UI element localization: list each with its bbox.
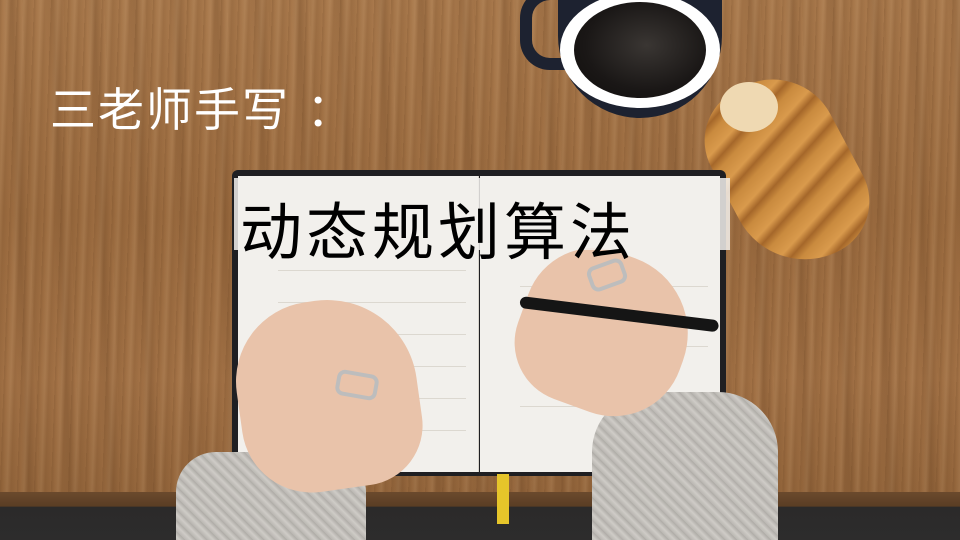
right-sleeve — [592, 392, 778, 540]
coffee — [574, 2, 706, 98]
page-rule — [278, 270, 466, 271]
title-backdrop — [234, 178, 730, 250]
overlay-title: 动态规划算法 — [240, 196, 637, 269]
bookmark-ribbon — [497, 474, 509, 524]
page-rule — [278, 302, 466, 303]
overlay-subtitle: 三老师手写 ： — [50, 83, 355, 137]
table-edge — [0, 492, 960, 540]
croissant-bite — [720, 82, 778, 132]
